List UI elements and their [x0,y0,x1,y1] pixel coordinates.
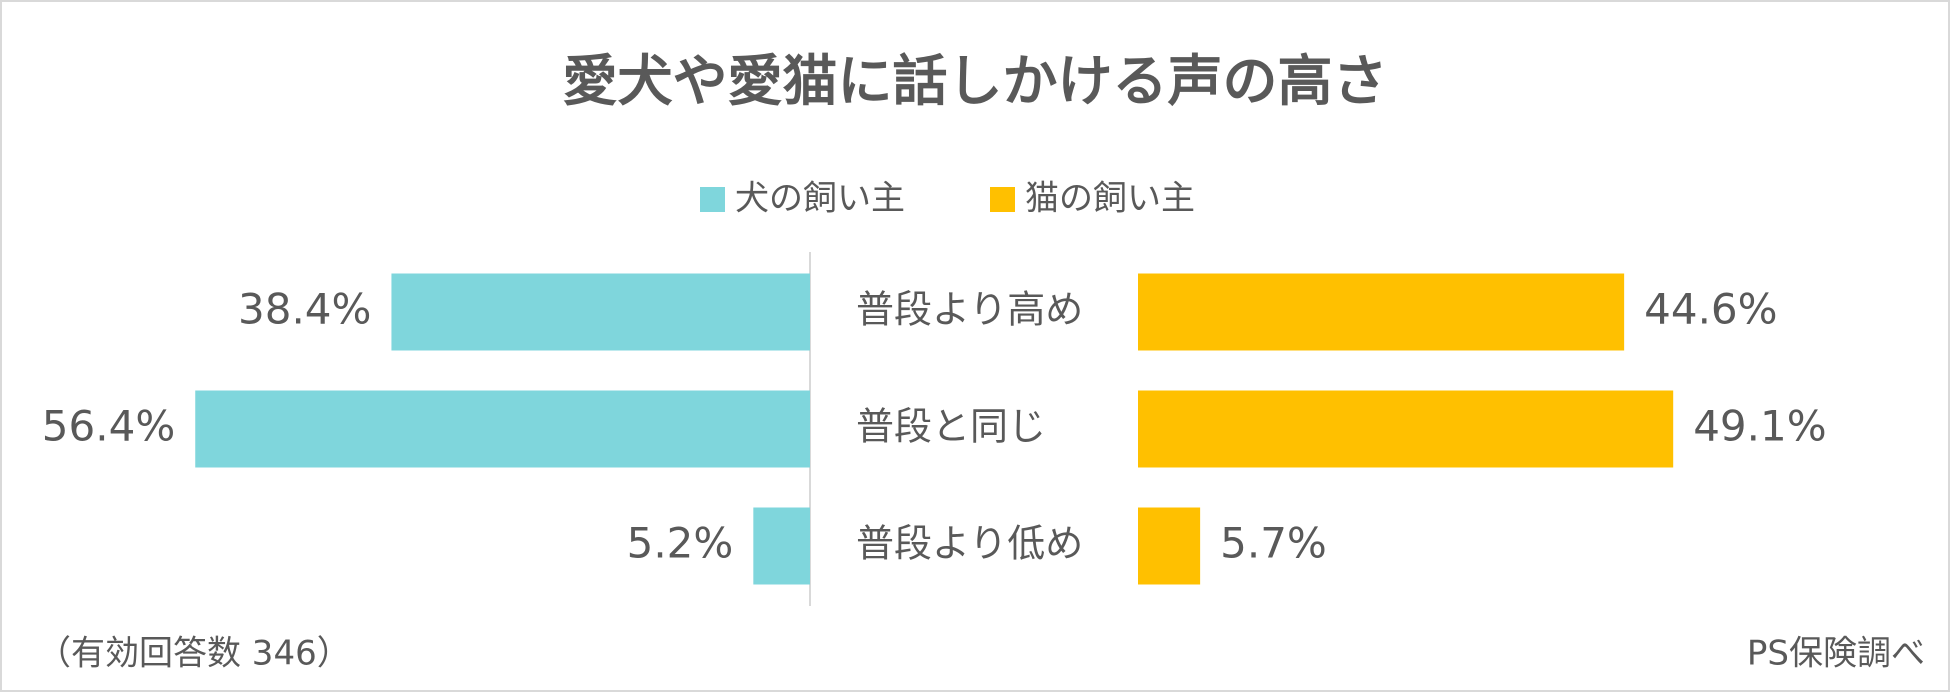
value-label: 49.1% [1693,402,1826,451]
bar [753,507,810,585]
legend-swatch [990,187,1015,212]
bar [195,390,811,468]
category-label: 普段より低め [856,522,1083,566]
bar [1138,507,1201,585]
value-label: 5.7% [1220,519,1327,568]
legend-label: 猫の飼い主 [1025,179,1195,219]
value-label: 56.4% [42,402,175,451]
category-label: 普段と同じ [856,405,1046,449]
value-label: 38.4% [238,285,371,334]
bar [1138,273,1625,351]
source: PS保険調べ [1747,634,1925,674]
legend-label: 犬の飼い主 [735,179,905,219]
value-label: 5.2% [627,519,734,568]
bar [391,273,810,351]
chart-title: 愛犬や愛猫に話しかける声の高さ [562,49,1387,113]
note: （有効回答数 346） [37,634,351,674]
value-label: 44.6% [1644,285,1777,334]
bar [1138,390,1674,468]
category-label: 普段より高め [856,288,1083,332]
legend-swatch [700,187,725,212]
